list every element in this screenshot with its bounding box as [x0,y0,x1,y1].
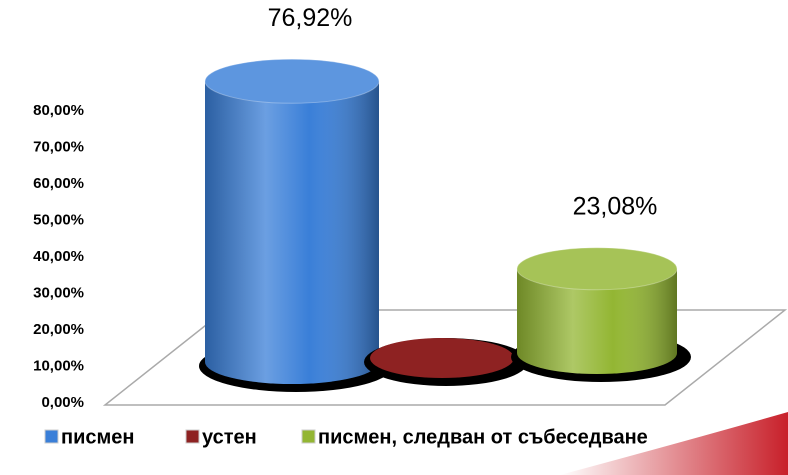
y-tick-label: 50,00% [33,211,84,228]
bar-top-shine [205,59,379,104]
plot-floor [102,309,788,406]
decoration [560,412,788,475]
y-tick-label: 80,00% [33,102,84,119]
legend-label: устен [202,426,257,448]
bar [370,338,514,378]
legend-marker [44,429,59,444]
legend-marker [301,429,316,444]
y-tick-label: 40,00% [33,248,84,265]
y-tick-label: 0,00% [41,394,84,411]
bar-top [516,247,678,291]
legend-marker [185,429,200,444]
y-tick-label: 10,00% [33,357,84,374]
legend-label: писмен, следван от събеседване [318,426,648,448]
bar-shine [205,81,379,384]
bar-top-shine [517,247,677,290]
y-tick-label: 70,00% [33,138,84,155]
bar-shine [517,268,677,374]
value-label: 76,92% [268,4,353,32]
y-tick-label: 60,00% [33,175,84,192]
legend-label: писмен [61,426,135,448]
bar-top [204,58,380,104]
y-tick-label: 30,00% [33,284,84,301]
y-tick-label: 20,00% [33,321,84,338]
value-label: 23,08% [573,192,658,220]
